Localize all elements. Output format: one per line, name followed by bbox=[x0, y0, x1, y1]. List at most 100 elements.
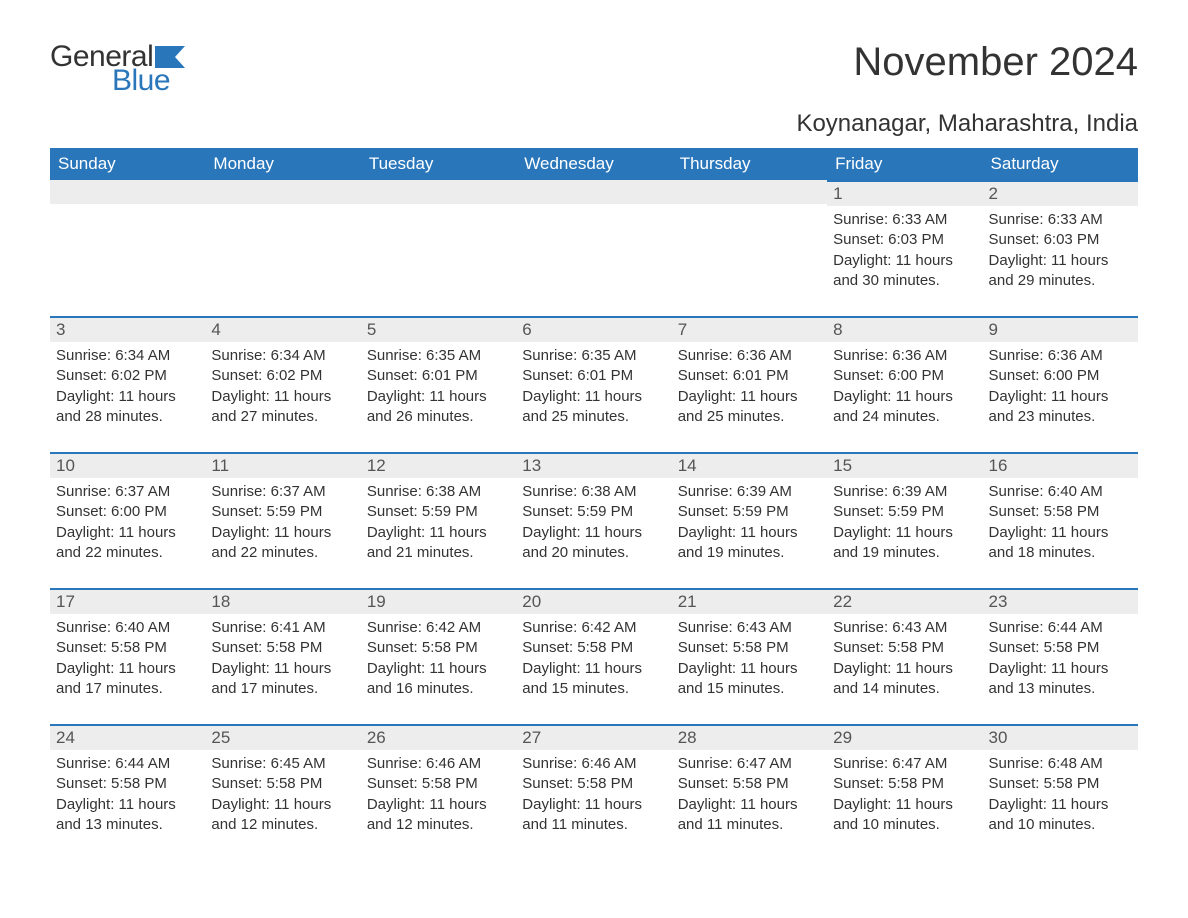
weekday-header: Wednesday bbox=[516, 148, 671, 180]
calendar-day-cell: 25 Sunrise: 6:45 AMSunset: 5:58 PMDayligh… bbox=[205, 724, 360, 860]
sunrise-line: Sunrise: 6:48 AM bbox=[989, 754, 1132, 774]
calendar-day-cell: 5Sunrise: 6:35 AMSunset: 6:01 PMDaylight… bbox=[361, 316, 516, 452]
sunrise-line: Sunrise: 6:36 AM bbox=[678, 346, 821, 366]
day-number: 15 bbox=[827, 452, 982, 478]
day-number: 13 bbox=[516, 452, 671, 478]
calendar-day-cell: 21Sunrise: 6:43 AMSunset: 5:58 PMDayligh… bbox=[672, 588, 827, 724]
day-details: Sunrise: 6:36 AMSunset: 6:00 PMDaylight:… bbox=[983, 342, 1138, 433]
calendar-day-cell: 27Sunrise: 6:46 AMSunset: 5:58 PMDayligh… bbox=[516, 724, 671, 860]
calendar-week-row: 3Sunrise: 6:34 AMSunset: 6:02 PMDaylight… bbox=[50, 316, 1138, 452]
weekday-header: Monday bbox=[205, 148, 360, 180]
day-number: 9 bbox=[983, 316, 1138, 342]
day-number: 10 bbox=[50, 452, 205, 478]
sunset-line: Sunset: 5:58 PM bbox=[367, 774, 510, 794]
day-details: Sunrise: 6:33 AMSunset: 6:03 PMDaylight:… bbox=[827, 206, 982, 297]
empty-daynum bbox=[672, 180, 827, 204]
day-details: Sunrise: 6:39 AMSunset: 5:59 PMDaylight:… bbox=[827, 478, 982, 569]
day-number: 1 bbox=[827, 180, 982, 206]
day-number: 4 bbox=[205, 316, 360, 342]
calendar-day-cell: 17Sunrise: 6:40 AMSunset: 5:58 PMDayligh… bbox=[50, 588, 205, 724]
sunset-line: Sunset: 6:01 PM bbox=[678, 366, 821, 386]
sunrise-line: Sunrise: 6:40 AM bbox=[56, 618, 199, 638]
day-details: Sunrise: 6:35 AMSunset: 6:01 PMDaylight:… bbox=[516, 342, 671, 433]
daylight-line: Daylight: 11 hours and 13 minutes. bbox=[56, 795, 199, 836]
empty-daynum bbox=[50, 180, 205, 204]
daylight-line: Daylight: 11 hours and 20 minutes. bbox=[522, 523, 665, 564]
month-title: November 2024 bbox=[853, 40, 1138, 85]
calendar-table: SundayMondayTuesdayWednesdayThursdayFrid… bbox=[50, 148, 1138, 860]
sunrise-line: Sunrise: 6:40 AM bbox=[989, 482, 1132, 502]
day-number: 24 bbox=[50, 724, 205, 750]
calendar-day-cell: 20Sunrise: 6:42 AMSunset: 5:58 PMDayligh… bbox=[516, 588, 671, 724]
sunrise-line: Sunrise: 6:39 AM bbox=[678, 482, 821, 502]
sunset-line: Sunset: 5:58 PM bbox=[833, 774, 976, 794]
daylight-line: Daylight: 11 hours and 11 minutes. bbox=[522, 795, 665, 836]
calendar-day-cell: 13 Sunrise: 6:38 AMSunset: 5:59 PMDayligh… bbox=[516, 452, 671, 588]
sunrise-line: Sunrise: 6:37 AM bbox=[56, 482, 199, 502]
daylight-line: Daylight: 11 hours and 12 minutes. bbox=[211, 795, 354, 836]
day-number: 21 bbox=[672, 588, 827, 614]
calendar-day-cell bbox=[516, 180, 671, 316]
weekday-header: Tuesday bbox=[361, 148, 516, 180]
daylight-line: Daylight: 11 hours and 23 minutes. bbox=[989, 387, 1132, 428]
day-number: 23 bbox=[983, 588, 1138, 614]
day-details: Sunrise: 6:40 AMSunset: 5:58 PMDaylight:… bbox=[983, 478, 1138, 569]
calendar-day-cell: 15Sunrise: 6:39 AMSunset: 5:59 PMDayligh… bbox=[827, 452, 982, 588]
calendar-day-cell: 8Sunrise: 6:36 AMSunset: 6:00 PMDaylight… bbox=[827, 316, 982, 452]
sunrise-line: Sunrise: 6:38 AM bbox=[367, 482, 510, 502]
day-details: Sunrise: 6:48 AMSunset: 5:58 PMDaylight:… bbox=[983, 750, 1138, 841]
daylight-line: Daylight: 11 hours and 16 minutes. bbox=[367, 659, 510, 700]
sunrise-line: Sunrise: 6:39 AM bbox=[833, 482, 976, 502]
sunset-line: Sunset: 6:00 PM bbox=[833, 366, 976, 386]
weekday-header: Friday bbox=[827, 148, 982, 180]
day-details: Sunrise: 6:46 AMSunset: 5:58 PMDaylight:… bbox=[361, 750, 516, 841]
calendar-day-cell: 4Sunrise: 6:34 AMSunset: 6:02 PMDaylight… bbox=[205, 316, 360, 452]
day-number: 2 bbox=[983, 180, 1138, 206]
sunset-line: Sunset: 5:59 PM bbox=[522, 502, 665, 522]
daylight-line: Daylight: 11 hours and 15 minutes. bbox=[522, 659, 665, 700]
day-number: 22 bbox=[827, 588, 982, 614]
empty-daynum bbox=[516, 180, 671, 204]
day-details: Sunrise: 6:42 AMSunset: 5:58 PMDaylight:… bbox=[361, 614, 516, 705]
sunrise-line: Sunrise: 6:47 AM bbox=[678, 754, 821, 774]
sunset-line: Sunset: 6:01 PM bbox=[522, 366, 665, 386]
day-details: Sunrise: 6:44 AMSunset: 5:58 PMDaylight:… bbox=[983, 614, 1138, 705]
day-number: 3 bbox=[50, 316, 205, 342]
day-details: Sunrise: 6:34 AMSunset: 6:02 PMDaylight:… bbox=[205, 342, 360, 433]
daylight-line: Daylight: 11 hours and 22 minutes. bbox=[211, 523, 354, 564]
day-number: 20 bbox=[516, 588, 671, 614]
sunrise-line: Sunrise: 6:36 AM bbox=[989, 346, 1132, 366]
day-details: Sunrise: 6:34 AMSunset: 6:02 PMDaylight:… bbox=[50, 342, 205, 433]
day-details: Sunrise: 6:37 AMSunset: 6:00 PMDaylight:… bbox=[50, 478, 205, 569]
calendar-day-cell: 7Sunrise: 6:36 AMSunset: 6:01 PMDaylight… bbox=[672, 316, 827, 452]
sunset-line: Sunset: 5:58 PM bbox=[367, 638, 510, 658]
day-number: 18 bbox=[205, 588, 360, 614]
sunset-line: Sunset: 6:02 PM bbox=[56, 366, 199, 386]
sunset-line: Sunset: 6:03 PM bbox=[989, 230, 1132, 250]
calendar-day-cell: 19Sunrise: 6:42 AMSunset: 5:58 PMDayligh… bbox=[361, 588, 516, 724]
sunrise-line: Sunrise: 6:38 AM bbox=[522, 482, 665, 502]
empty-daynum bbox=[361, 180, 516, 204]
sunset-line: Sunset: 5:58 PM bbox=[678, 638, 821, 658]
daylight-line: Daylight: 11 hours and 13 minutes. bbox=[989, 659, 1132, 700]
sunrise-line: Sunrise: 6:46 AM bbox=[522, 754, 665, 774]
weekday-header: Thursday bbox=[672, 148, 827, 180]
calendar-week-row: 24Sunrise: 6:44 AMSunset: 5:58 PMDayligh… bbox=[50, 724, 1138, 860]
daylight-line: Daylight: 11 hours and 17 minutes. bbox=[211, 659, 354, 700]
sunrise-line: Sunrise: 6:47 AM bbox=[833, 754, 976, 774]
sunset-line: Sunset: 5:58 PM bbox=[989, 638, 1132, 658]
calendar-day-cell: 28Sunrise: 6:47 AMSunset: 5:58 PMDayligh… bbox=[672, 724, 827, 860]
header: General Blue November 2024 bbox=[50, 40, 1138, 98]
sunrise-line: Sunrise: 6:45 AM bbox=[211, 754, 354, 774]
day-details: Sunrise: 6:47 AMSunset: 5:58 PMDaylight:… bbox=[672, 750, 827, 841]
day-number: 28 bbox=[672, 724, 827, 750]
sunset-line: Sunset: 5:59 PM bbox=[833, 502, 976, 522]
day-number: 11 bbox=[205, 452, 360, 478]
sunset-line: Sunset: 6:00 PM bbox=[989, 366, 1132, 386]
day-number: 27 bbox=[516, 724, 671, 750]
calendar-day-cell: 11Sunrise: 6:37 AMSunset: 5:59 PMDayligh… bbox=[205, 452, 360, 588]
day-details: Sunrise: 6:38 AMSunset: 5:59 PMDaylight:… bbox=[361, 478, 516, 569]
day-number: 25 bbox=[205, 724, 360, 750]
calendar-day-cell bbox=[672, 180, 827, 316]
sunset-line: Sunset: 5:58 PM bbox=[211, 774, 354, 794]
